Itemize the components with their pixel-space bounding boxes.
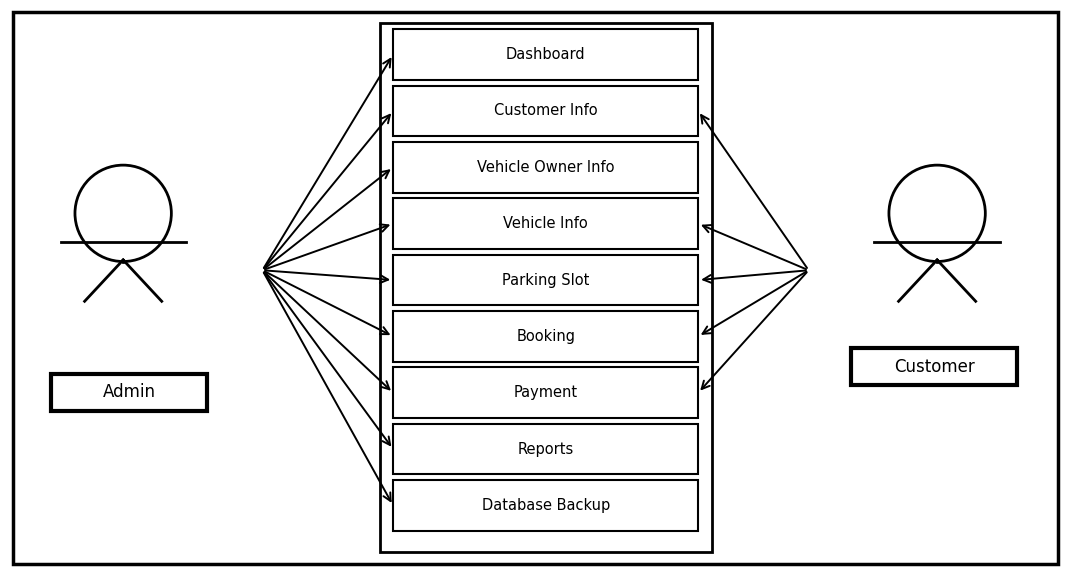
Text: Parking Slot: Parking Slot bbox=[502, 273, 589, 288]
Bar bbox=[380, 23, 712, 552]
Bar bbox=[393, 480, 698, 531]
Text: Admin: Admin bbox=[103, 384, 155, 401]
Text: Customer Info: Customer Info bbox=[494, 104, 598, 118]
Text: Payment: Payment bbox=[514, 385, 577, 400]
Text: Customer: Customer bbox=[894, 358, 975, 375]
Bar bbox=[393, 198, 698, 249]
Bar bbox=[393, 424, 698, 474]
Bar bbox=[51, 374, 207, 411]
Text: Database Backup: Database Backup bbox=[482, 498, 609, 513]
Bar bbox=[851, 348, 1017, 385]
Bar bbox=[393, 142, 698, 193]
Text: Reports: Reports bbox=[517, 442, 574, 457]
Bar bbox=[393, 311, 698, 362]
Text: Vehicle Info: Vehicle Info bbox=[503, 216, 588, 231]
Text: Booking: Booking bbox=[516, 329, 575, 344]
Text: Vehicle Owner Info: Vehicle Owner Info bbox=[477, 160, 615, 175]
Bar bbox=[393, 86, 698, 136]
Bar bbox=[393, 367, 698, 418]
Bar bbox=[393, 29, 698, 80]
Text: Dashboard: Dashboard bbox=[506, 47, 586, 62]
Bar bbox=[393, 255, 698, 305]
